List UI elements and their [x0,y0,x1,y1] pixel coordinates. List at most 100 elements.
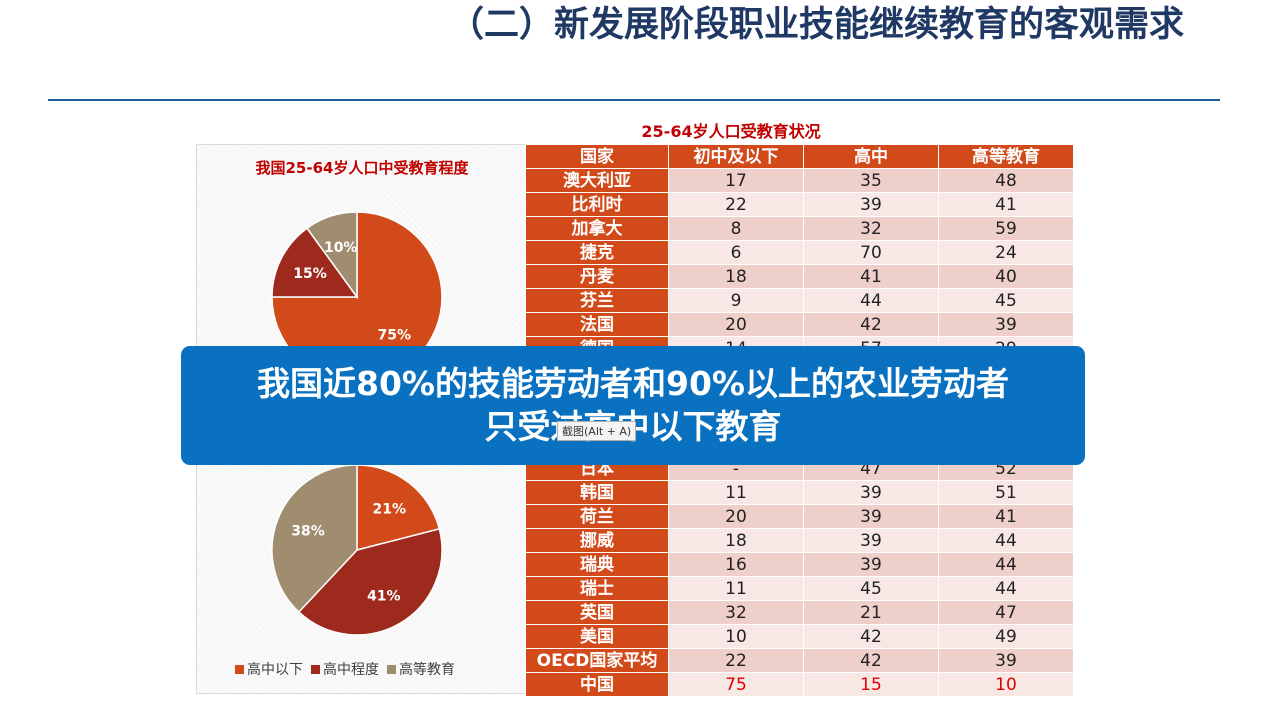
value-cell: 18 [668,528,804,553]
value-cell: 39 [803,480,939,505]
value-cell: 47 [938,600,1074,625]
value-cell: 17 [668,168,804,193]
country-cell: 韩国 [525,480,669,505]
value-cell: 32 [668,600,804,625]
value-cell: 45 [803,576,939,601]
pie-slice [271,464,358,614]
table-row: 荷兰 20 39 41 [525,504,1074,529]
value-cell: 59 [938,216,1074,241]
table-row: 英国 32 21 47 [525,600,1074,625]
country-cell: 中国 [525,672,669,697]
country-cell: 英国 [525,600,669,625]
pie-data-label: 15% [293,266,327,282]
table-row: 瑞典 16 39 44 [525,552,1074,577]
column-header: 初中及以下 [668,144,804,169]
table-row: 芬兰 9 44 45 [525,288,1074,313]
country-cell: 加拿大 [525,216,669,241]
value-cell: 44 [803,288,939,313]
country-cell: 丹麦 [525,264,669,289]
country-cell: 捷克 [525,240,669,265]
chart-legend: 高中以下 高中程度 高等教育 [235,659,455,679]
country-cell: 芬兰 [525,288,669,313]
table-row: 韩国 11 39 51 [525,480,1074,505]
value-cell: 6 [668,240,804,265]
education-level-pie-chart: 21% 41% 38% [271,464,443,636]
table-row: 澳大利亚 17 35 48 [525,168,1074,193]
value-cell: 70 [803,240,939,265]
legend-swatch [235,664,244,674]
value-cell: 41 [803,264,939,289]
pie-data-label: 38% [291,524,325,540]
banner-line: 我国近80%的技能劳动者和90%以上的农业劳动者 [257,364,1009,403]
value-cell: 44 [938,576,1074,601]
slide-title: （二）新发展阶段职业技能继续教育的客观需求 [449,5,1185,45]
chart-title: 我国25-64岁人口中受教育程度 [255,159,469,177]
value-cell: 39 [938,312,1074,337]
value-cell: 48 [938,168,1074,193]
value-cell: 42 [803,624,939,649]
value-cell: 18 [668,264,804,289]
value-cell: 42 [803,648,939,673]
value-cell: 10 [938,672,1074,697]
value-cell: 22 [668,192,804,217]
value-cell: 44 [938,528,1074,553]
table-row: 挪威 18 39 44 [525,528,1074,553]
table-row: 加拿大 8 32 59 [525,216,1074,241]
column-header: 国家 [525,144,669,169]
pie-slice [297,527,443,636]
value-cell: 8 [668,216,804,241]
country-cell: 法国 [525,312,669,337]
value-cell: 41 [938,504,1074,529]
value-cell: 39 [803,528,939,553]
value-cell: 16 [668,552,804,577]
value-cell: 41 [938,192,1074,217]
title-divider [48,99,1220,101]
value-cell: 22 [668,648,804,673]
value-cell: 39 [803,504,939,529]
table-row: 比利时 22 39 41 [525,192,1074,217]
value-cell: 10 [668,624,804,649]
pie-slice [305,211,358,300]
value-cell: 32 [803,216,939,241]
table-row: 捷克 6 70 24 [525,240,1074,265]
value-cell: 45 [938,288,1074,313]
value-cell: 39 [803,552,939,577]
column-header: 高中 [803,144,939,169]
legend-label: 高等教育 [399,662,455,678]
country-cell: 瑞典 [525,552,669,577]
table-row: OECD国家平均 22 42 39 [525,648,1074,673]
country-cell: 挪威 [525,528,669,553]
pie-slice [356,464,441,551]
country-cell: 澳大利亚 [525,168,669,193]
highlight-banner: 我国近80%的技能劳动者和90%以上的农业劳动者 只受过高中以下教育 [181,346,1085,465]
value-cell: 11 [668,480,804,505]
country-cell: 美国 [525,624,669,649]
pie-slice [271,227,359,298]
pie-data-label: 41% [367,588,401,604]
value-cell: 51 [938,480,1074,505]
country-cell: 瑞士 [525,576,669,601]
country-cell: OECD国家平均 [525,648,669,673]
legend-swatch [311,664,320,674]
legend-label: 高中程度 [323,662,379,678]
country-cell: 比利时 [525,192,669,217]
pie-data-label: 21% [373,501,407,517]
table-header-row: 国家 初中及以下 高中 高等教育 [525,144,1074,169]
value-cell: 9 [668,288,804,313]
pie-data-label: 10% [324,240,358,256]
value-cell: 49 [938,624,1074,649]
value-cell: 42 [803,312,939,337]
screenshot-tooltip: 截图(Alt + A) [557,421,637,441]
value-cell: 21 [803,600,939,625]
value-cell: 24 [938,240,1074,265]
legend-item: 高中程度 [311,659,379,679]
table-row: 法国 20 42 39 [525,312,1074,337]
table-row: 美国 10 42 49 [525,624,1074,649]
legend-item: 高等教育 [387,659,455,679]
value-cell: 39 [938,648,1074,673]
china-education-pie-chart: 75% 15% 10% [271,211,443,383]
value-cell: 39 [803,192,939,217]
value-cell: 20 [668,504,804,529]
table-row: 丹麦 18 41 40 [525,264,1074,289]
value-cell: 15 [803,672,939,697]
